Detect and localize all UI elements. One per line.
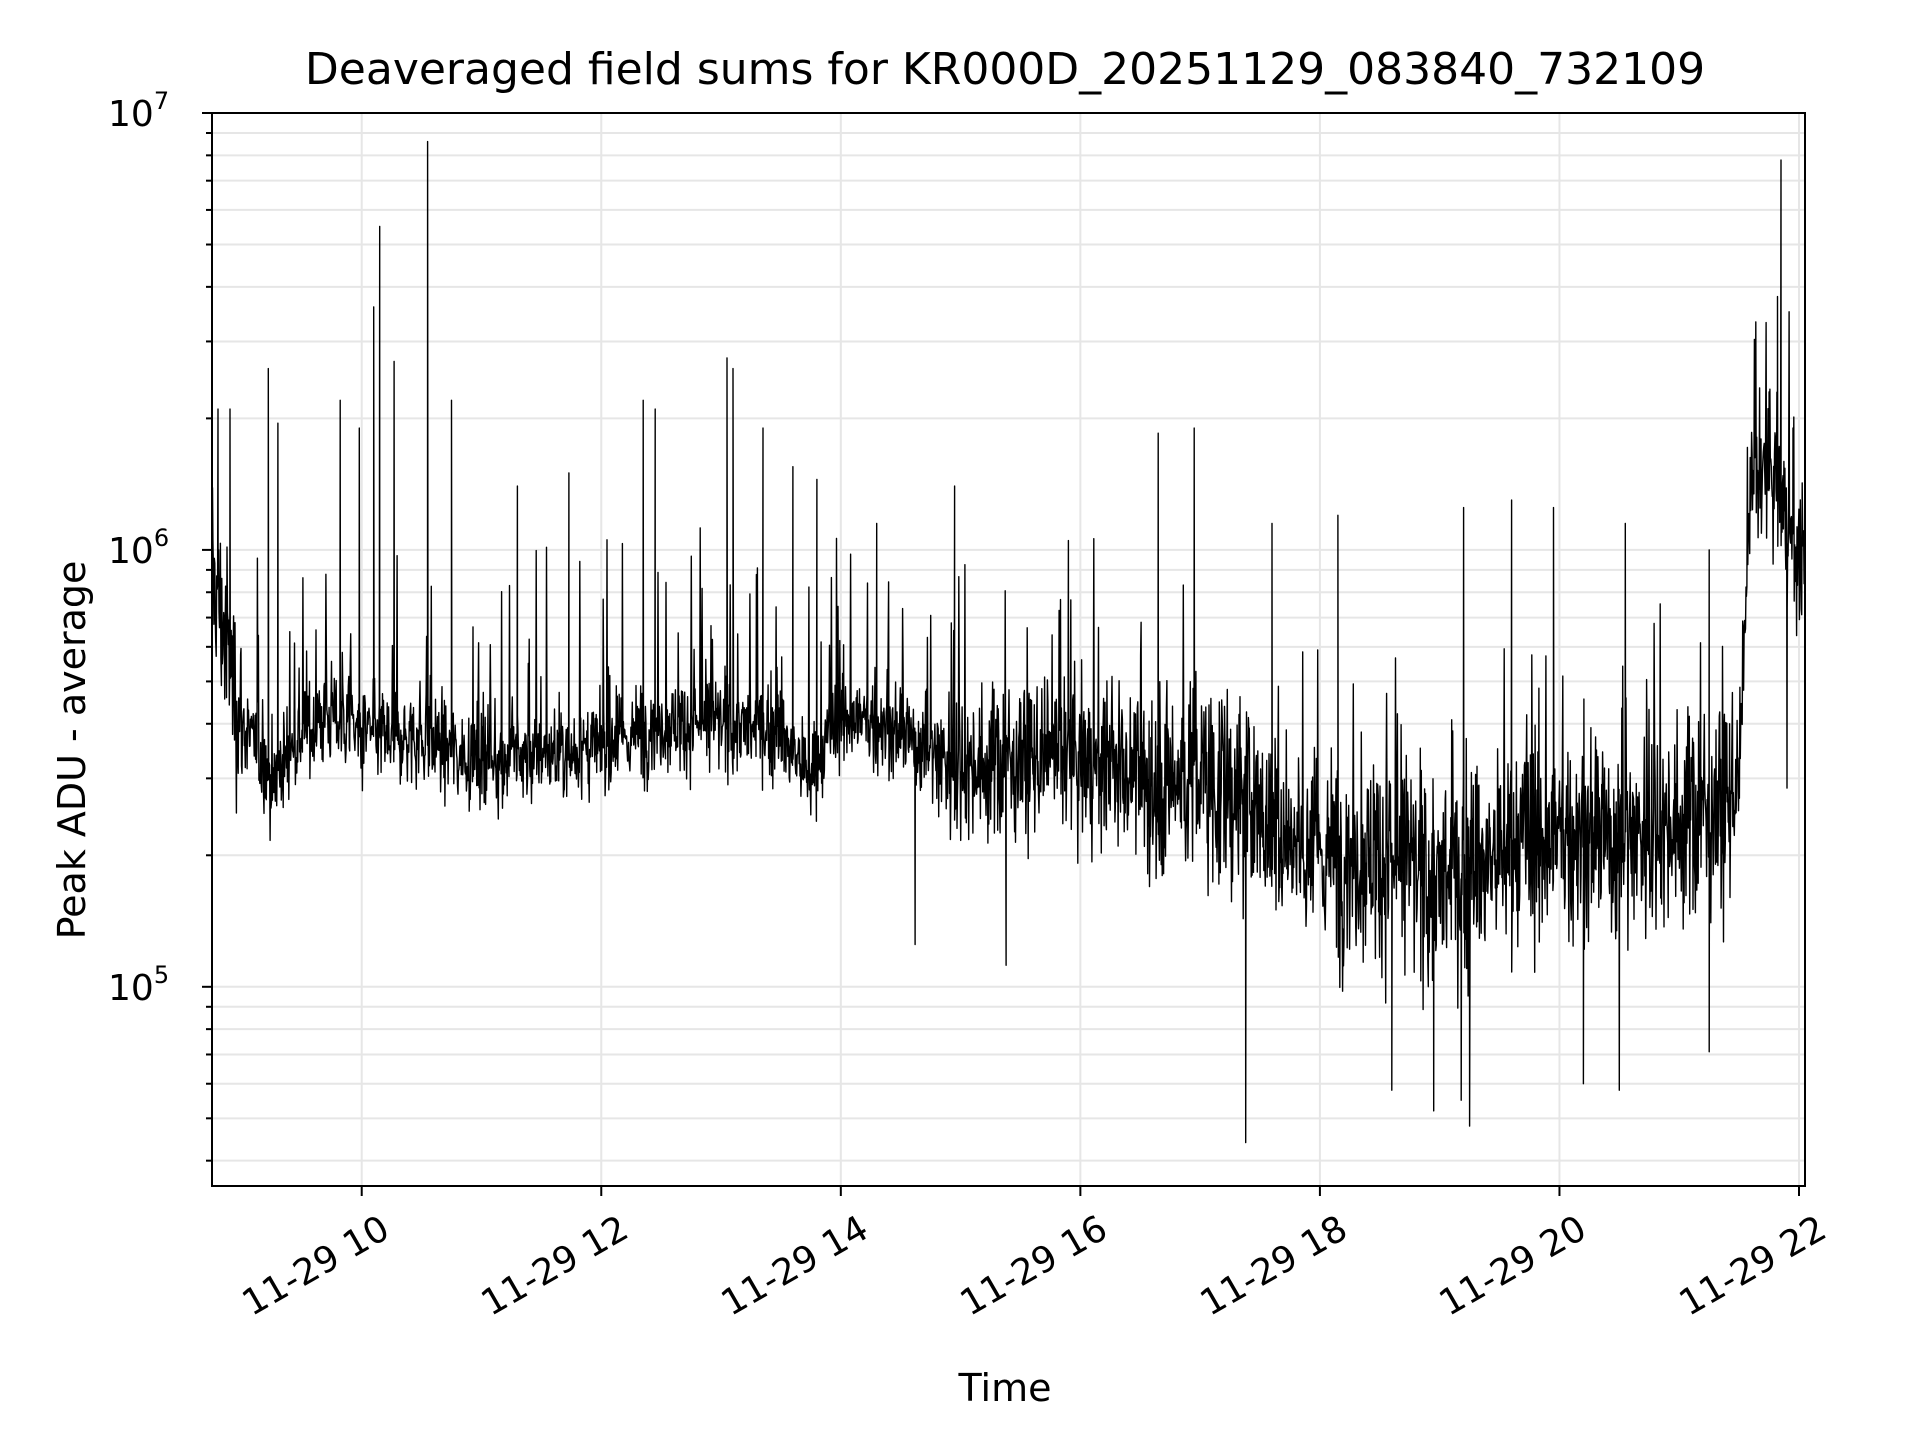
y-tick-label: 105 [108, 960, 170, 1009]
series-line [211, 140, 1806, 1144]
chart-title: Deaveraged field sums for KR000D_2025112… [304, 44, 1706, 95]
x-axis-label: Time [958, 1366, 1052, 1410]
y-tick-label: 106 [108, 523, 170, 572]
y-tick-label: 107 [108, 87, 170, 135]
plot-frame [211, 112, 1806, 1187]
data-series [211, 140, 1806, 1144]
y-axis-label: Peak ADU - average [50, 560, 94, 940]
